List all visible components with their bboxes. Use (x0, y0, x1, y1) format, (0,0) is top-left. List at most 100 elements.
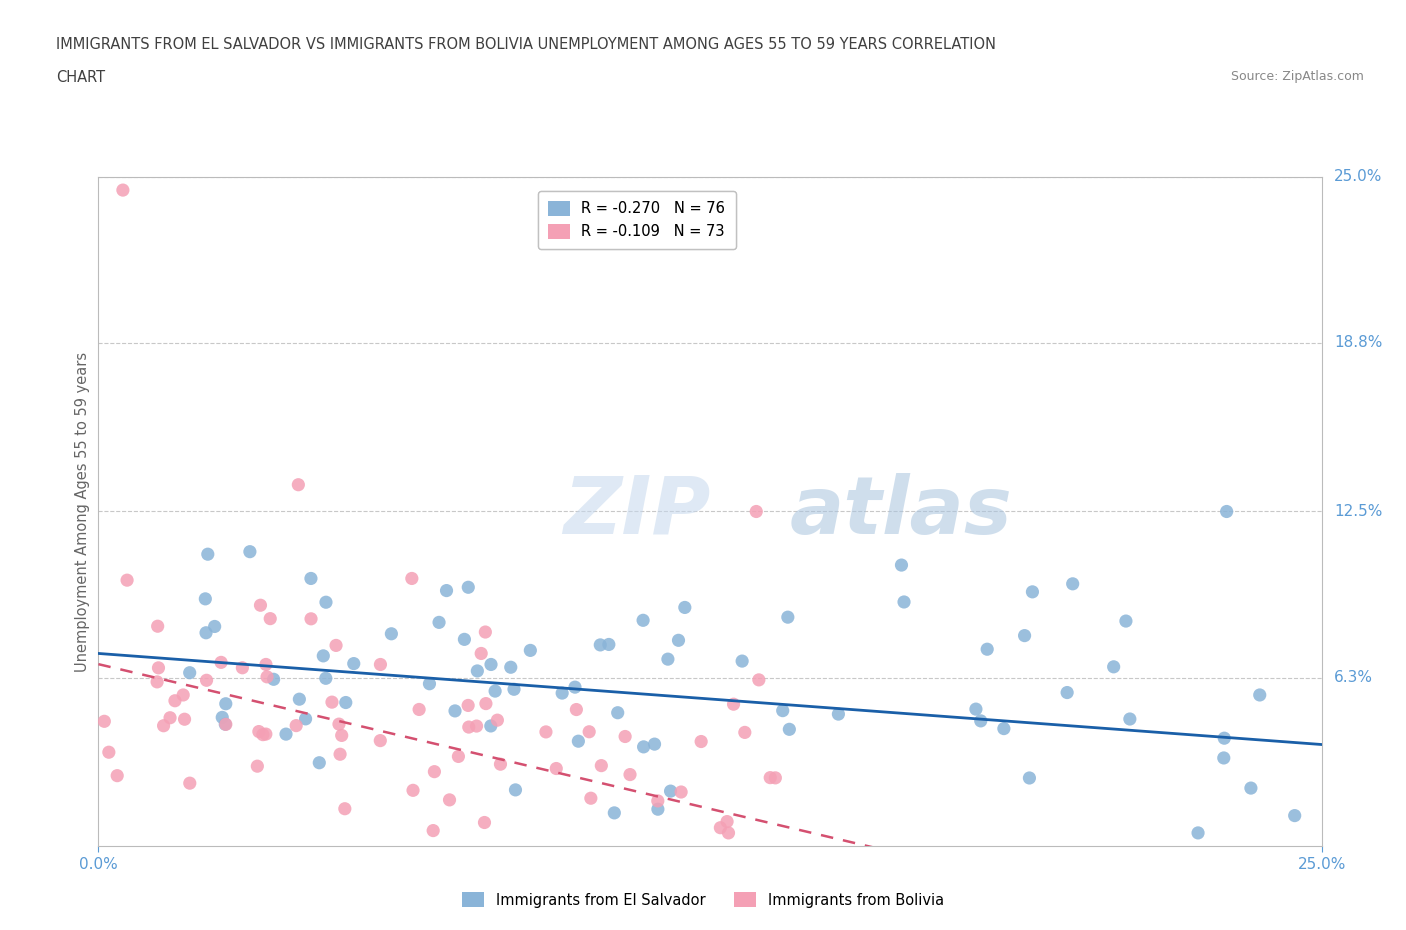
Point (368, 733, 391, 748)
Point (668, 633, 690, 648)
Point (172, 687, 194, 702)
Point (690, 734, 713, 749)
Point (734, 725, 756, 740)
Point (598, 637, 620, 652)
Point (215, 697, 238, 711)
Point (1215, 504, 1237, 519)
Point (402, 783, 425, 798)
Point (965, 702, 987, 717)
Point (657, 652, 679, 667)
Point (204, 619, 226, 634)
Point (457, 720, 479, 735)
Point (197, 547, 219, 562)
Text: 6.3%: 6.3% (1334, 670, 1372, 685)
Point (274, 726, 297, 741)
Point (486, 712, 509, 727)
Point (146, 674, 169, 689)
Text: 25.0%: 25.0% (1334, 169, 1382, 184)
Text: Source: ZipAtlas.com: Source: ZipAtlas.com (1230, 70, 1364, 83)
Point (115, 573, 138, 588)
Point (453, 631, 475, 646)
Point (256, 670, 278, 684)
Point (247, 724, 270, 739)
Point (159, 711, 181, 725)
Point (748, 672, 770, 687)
Text: 12.5%: 12.5% (1334, 504, 1382, 519)
Point (709, 820, 731, 835)
Point (534, 724, 557, 739)
Legend: R = -0.270   N = 76, R = -0.109   N = 73: R = -0.270 N = 76, R = -0.109 N = 73 (537, 191, 735, 249)
Point (827, 707, 849, 722)
Point (890, 558, 912, 573)
Point (1119, 711, 1142, 726)
Point (209, 655, 232, 670)
Legend: Immigrants from El Salvador, Immigrants from Bolivia: Immigrants from El Salvador, Immigrants … (456, 886, 950, 913)
Text: atlas: atlas (790, 472, 1012, 551)
Point (659, 784, 682, 799)
Point (776, 610, 799, 625)
Point (335, 695, 357, 710)
Point (252, 727, 274, 742)
Point (1021, 584, 1043, 599)
Point (152, 718, 174, 733)
Point (603, 805, 626, 820)
Point (644, 737, 666, 751)
Point (215, 717, 238, 732)
Point (519, 643, 541, 658)
Point (329, 747, 352, 762)
Point (633, 739, 655, 754)
Point (591, 758, 613, 773)
Point (194, 591, 217, 606)
Point (489, 757, 512, 772)
Point (457, 698, 479, 713)
Point (716, 814, 738, 829)
Point (287, 477, 309, 492)
Text: CHART: CHART (56, 70, 105, 85)
Point (173, 711, 195, 726)
Point (606, 705, 628, 720)
Point (294, 711, 316, 726)
Point (505, 782, 527, 797)
Point (408, 702, 430, 717)
Point (111, 182, 134, 197)
Point (647, 793, 669, 808)
Point (893, 594, 915, 609)
Point (259, 611, 281, 626)
Point (146, 618, 169, 633)
Point (993, 721, 1015, 736)
Y-axis label: Unemployment Among Ages 55 to 59 years: Unemployment Among Ages 55 to 59 years (75, 352, 90, 671)
Point (470, 646, 492, 661)
Point (447, 749, 470, 764)
Point (479, 657, 502, 671)
Point (499, 659, 522, 674)
Point (195, 672, 218, 687)
Point (614, 729, 637, 744)
Point (246, 759, 269, 774)
Point (239, 544, 262, 559)
Point (179, 776, 201, 790)
Point (254, 726, 277, 741)
Point (436, 583, 458, 598)
Point (1212, 751, 1234, 765)
Point (717, 826, 740, 841)
Point (93, 714, 115, 729)
Point (474, 625, 496, 640)
Point (418, 676, 440, 691)
Point (330, 728, 353, 743)
Point (179, 665, 201, 680)
Point (1018, 771, 1040, 786)
Point (380, 626, 402, 641)
Point (565, 702, 588, 717)
Point (759, 770, 782, 785)
Point (1187, 826, 1209, 841)
Point (475, 697, 498, 711)
Point (589, 637, 612, 652)
Point (723, 697, 745, 711)
Point (370, 657, 392, 671)
Point (619, 767, 641, 782)
Point (976, 642, 998, 657)
Point (564, 680, 586, 695)
Point (669, 785, 692, 800)
Point (772, 703, 794, 718)
Point (263, 671, 285, 686)
